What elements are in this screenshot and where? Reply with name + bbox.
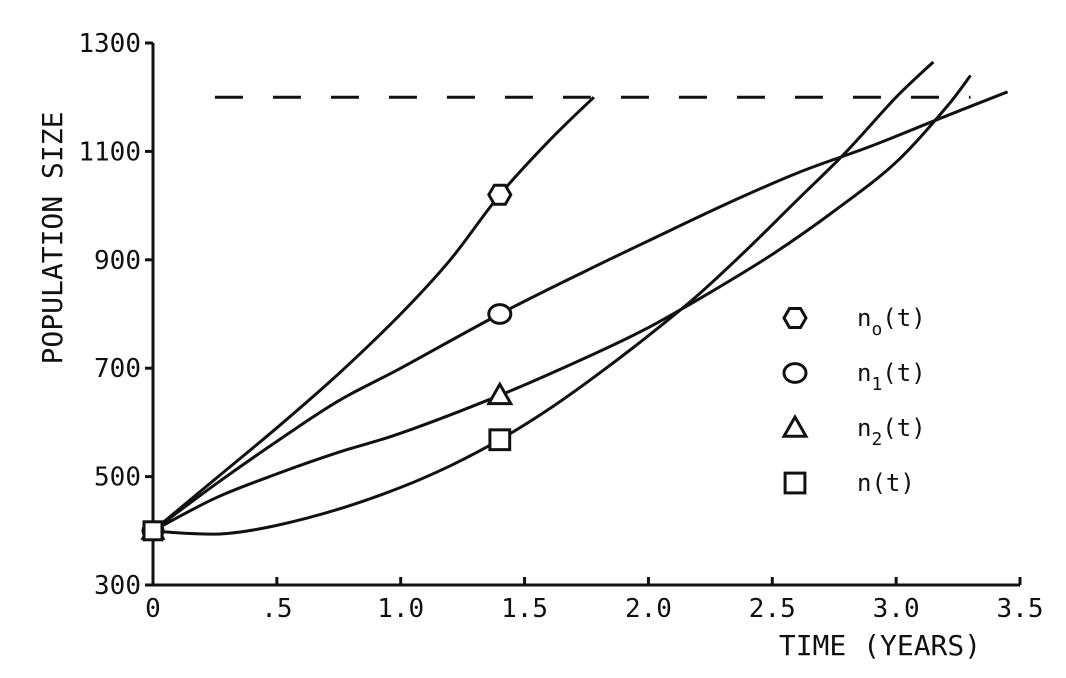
- x-axis-title: TIME (YEARS): [779, 629, 981, 662]
- origin-marker-square: [142, 520, 164, 542]
- y-tick-label: 700: [94, 354, 141, 384]
- legend-label: no(t): [857, 304, 926, 340]
- y-tick-label: 500: [94, 463, 141, 493]
- y-axis-title: POPULATION SIZE: [36, 112, 69, 365]
- x-axis: 0 .5 1.0 1.5 2.0 2.5 3.0 3.5: [145, 577, 1043, 624]
- legend-label: n2(t): [857, 414, 926, 450]
- y-tick-label: 900: [94, 246, 141, 276]
- plot-area: [140, 60, 1009, 542]
- x-tick-label: 2.5: [749, 594, 796, 624]
- x-tick-label: 3.5: [997, 594, 1044, 624]
- y-axis: 300 500 700 900 1100 1300: [78, 29, 155, 601]
- legend-marker-triangle: [781, 413, 809, 438]
- series-marker-triangle: [486, 381, 514, 406]
- series-line-triangle: [152, 74, 972, 533]
- y-tick-label: 300: [94, 571, 141, 601]
- legend: no(t) n1(t) n2(t) n(t): [781, 304, 926, 497]
- legend-item: no(t): [782, 304, 926, 340]
- x-tick-label: 3.0: [873, 594, 920, 624]
- series-line-hexagon: [152, 96, 595, 532]
- legend-item: n2(t): [781, 413, 926, 450]
- legend-item: n(t): [783, 469, 915, 497]
- series-line-square: [152, 60, 935, 536]
- legend-label: n(t): [857, 469, 915, 497]
- legend-label: n1(t): [857, 359, 926, 395]
- series-line-circle: [152, 90, 1009, 533]
- y-tick-label: 1300: [78, 29, 141, 59]
- legend-marker-square: [783, 471, 807, 495]
- legend-marker-hexagon: [782, 307, 808, 329]
- series-marker-hexagon: [487, 183, 513, 206]
- y-tick-label: 1100: [78, 137, 141, 167]
- legend-item: n1(t): [782, 359, 926, 395]
- x-tick-label: 2.0: [625, 594, 672, 624]
- series-marker-circle: [487, 303, 513, 325]
- x-tick-label: .5: [261, 594, 292, 624]
- x-tick-label: 1.0: [377, 594, 424, 624]
- x-tick-label: 0: [145, 594, 161, 624]
- series-marker-square: [488, 428, 512, 452]
- legend-marker-circle: [782, 362, 808, 384]
- x-tick-label: 1.5: [501, 594, 548, 624]
